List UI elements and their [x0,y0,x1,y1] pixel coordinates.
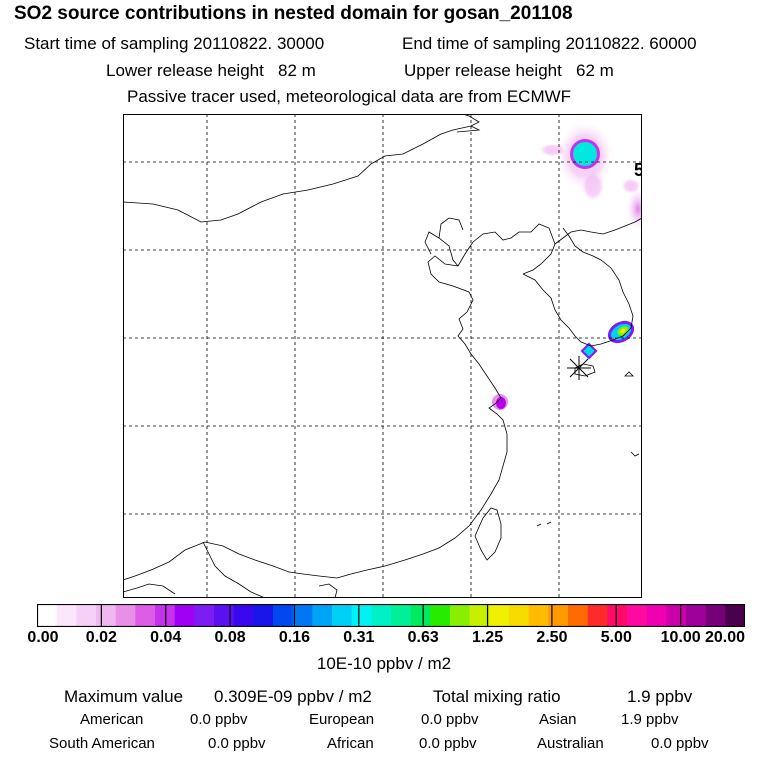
map-panel: 5 [123,114,642,598]
region-south-american-value: 0.0 ppbv [208,735,266,752]
region-european-name: European [309,711,375,728]
colorbar-cell [351,604,372,627]
colorbar-cell [292,604,313,627]
region-australian-name: Australian [537,735,604,752]
region-south-american-name: South American [49,735,155,752]
region-american-value: 0.0 ppbv [190,711,248,728]
max-value-label: Maximum value [64,687,184,706]
colorbar-cell [587,604,608,627]
colorbar-tick-label: 0.16 [278,629,311,646]
start-time-label: Start time of sampling 20110822. 30000 [24,34,325,53]
max-value: 0.309E-09 ppbv / m2 [214,687,372,706]
colorbar-cell [56,604,77,627]
colorbar-cell [174,604,195,627]
colorbar-cell [312,604,333,627]
colorbar-cell [430,604,451,627]
plot-title: SO2 source contributions in nested domai… [14,3,573,24]
colorbar-cell [410,604,431,627]
colorbar-tick-label: 20.00 [704,629,746,646]
lower-height-label: Lower release height 82 m [106,61,316,80]
end-time-label: End time of sampling 20110822. 60000 [402,34,697,53]
colorbar-cell [253,604,274,627]
colorbar-tick-label: 10.00 [660,629,701,646]
region-asian-name: Asian [539,711,577,728]
upper-height-label: Upper release height 62 m [404,61,614,80]
colorbar-tick-label: 0.08 [214,629,246,646]
colorbar-cell [96,604,116,627]
colorbar-cell [646,604,667,627]
region-asian-value: 1.9 ppbv [621,711,679,728]
total-mixing-label: Total mixing ratio [433,687,561,706]
northeast-plume [539,122,613,202]
region-european-value: 0.0 ppbv [421,711,479,728]
colorbar-cell [450,604,470,627]
colorbar-cell [568,604,588,627]
colorbar-tick-label: 0.63 [407,629,439,646]
colorbar-tick-label: 0.02 [85,629,117,646]
colorbar-cell [607,604,628,627]
colorbar-cell [627,604,647,627]
colorbar-tick-label: 2.50 [536,629,568,646]
colorbar-cell [233,604,254,627]
coastlines [123,114,642,598]
colorbar-cell [391,604,411,627]
colorbar-cell [705,604,726,627]
colorbar-tick-label: 5.00 [600,629,632,646]
colorbar-cell [115,604,136,627]
colorbar-cell [332,604,352,627]
colorbar-cell [214,604,234,627]
korea-plume [607,320,635,344]
colorbar-cell [509,604,529,627]
colorbar-cell [76,604,97,627]
colorbar-cell [548,604,569,627]
colorbar-tick-label: 0.00 [27,629,59,646]
region-american-name: American [80,711,144,728]
colorbar-cell [37,604,57,627]
colorbar-tick-label: 0.31 [343,629,375,646]
receptor-marker [567,356,591,380]
colorbar [37,604,745,627]
colorbar-cell [666,604,687,627]
lat-lon-grid [123,114,642,598]
colorbar-cell [194,604,215,627]
colorbar-cell [489,604,510,627]
colorbar-cell [686,604,706,627]
map-edge-label: 5 [634,160,642,180]
colorbar-cell [371,604,392,627]
tracer-note: Passive tracer used, meteorological data… [127,87,572,106]
colorbar-tick-label: 1.25 [471,629,504,646]
region-australian-value: 0.0 ppbv [651,735,709,752]
colorbar-tick-label: 0.04 [150,629,182,646]
region-african-name: African [327,735,374,752]
colorbar-cell [273,604,293,627]
colorbar-cell [528,604,549,627]
colorbar-cell [469,604,490,627]
colorbar-cell [155,604,175,627]
colorbar-cell [135,604,156,627]
region-african-value: 0.0 ppbv [419,735,477,752]
colorbar-unit: 10E-10 ppbv / m2 [316,654,452,673]
total-mixing-value: 1.9 ppbv [627,687,693,706]
jeju-plume [580,342,598,360]
colorbar-cell [725,604,745,627]
